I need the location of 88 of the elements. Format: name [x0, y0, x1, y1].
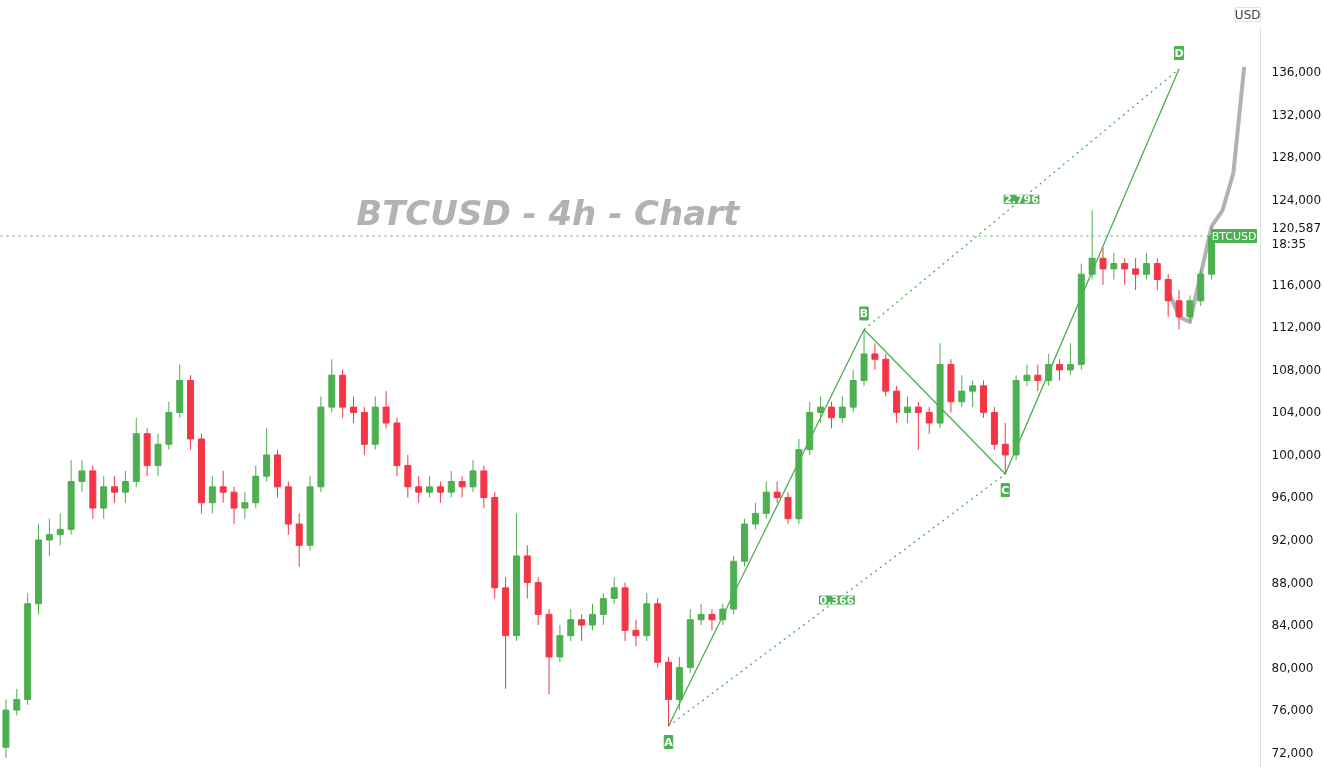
y-tick-label: 112,000	[1271, 320, 1322, 335]
candlestick	[567, 608, 575, 642]
candlestick	[382, 390, 390, 429]
y-tick-label: 116,000	[1271, 277, 1322, 292]
candlestick	[914, 401, 922, 451]
candlestick	[219, 470, 227, 504]
candlestick	[121, 470, 129, 504]
annotation: 0.366	[819, 594, 855, 608]
candlestick	[241, 491, 249, 520]
candlestick	[56, 512, 64, 546]
y-tick-label: 92,000	[1271, 532, 1314, 547]
annotation: A	[664, 735, 674, 749]
candlestick	[893, 385, 901, 424]
candlestick	[1023, 364, 1031, 387]
candlestick	[784, 491, 792, 525]
candlestick	[632, 619, 640, 647]
y-tick-label: 96,000	[1271, 490, 1314, 505]
annotation: 2.796	[1004, 193, 1040, 207]
candlestick	[458, 475, 466, 498]
y-tick-label: 72,000	[1271, 745, 1314, 760]
candlestick	[263, 427, 271, 483]
candlestick	[426, 475, 434, 498]
candlestick	[78, 459, 86, 493]
candlestick	[415, 475, 423, 504]
y-tick-label: 104,000	[1271, 405, 1322, 420]
annotation: C	[1001, 483, 1010, 497]
candlestick	[1121, 257, 1129, 286]
candlestick	[578, 613, 586, 642]
candlestick	[13, 688, 21, 716]
candlestick	[610, 576, 618, 605]
candlestick	[773, 481, 781, 504]
candlestick	[1186, 294, 1194, 323]
candlestick	[1175, 289, 1183, 330]
text: BTCUSD - 4h - Chart	[356, 192, 741, 233]
candlestick	[958, 374, 966, 408]
candlestick	[100, 475, 108, 520]
candlestick	[871, 342, 879, 371]
candlestick	[556, 624, 564, 663]
candlestick	[708, 608, 716, 631]
y-tick-label: 84,000	[1271, 618, 1314, 633]
candlestick	[1001, 422, 1009, 475]
candlestick	[599, 592, 607, 626]
candlestick	[904, 395, 911, 424]
y-tick-label: 124,000	[1271, 192, 1322, 207]
candlestick	[1099, 247, 1107, 286]
candlestick	[838, 395, 846, 424]
y-tick-label: 128,000	[1271, 150, 1322, 165]
y-tick-label: 108,000	[1271, 362, 1322, 377]
candlestick	[1153, 257, 1161, 291]
candlestick	[350, 395, 357, 424]
candlestick	[827, 401, 835, 429]
candlestick	[1164, 273, 1172, 318]
candlestick	[447, 470, 455, 498]
y-tick-label: 100,000	[1271, 447, 1322, 462]
candlestick	[436, 481, 444, 504]
candlestick	[589, 603, 596, 631]
candlestick	[1142, 252, 1150, 281]
candlestick	[751, 502, 759, 530]
candlestick	[208, 475, 216, 514]
annotation: B	[859, 306, 869, 320]
annotation: D	[1174, 46, 1184, 60]
y-tick-label: 120,587 18:35	[1271, 220, 1322, 252]
candlestick	[1045, 353, 1053, 387]
y-tick-label: 76,000	[1271, 703, 1314, 718]
y-tick-label: 136,000	[1271, 65, 1322, 80]
candlestick	[1110, 252, 1118, 281]
candlestick	[404, 454, 412, 498]
candlestick	[45, 518, 53, 557]
ref-line-label: BTCUSD	[1211, 229, 1257, 243]
candlestick	[111, 475, 119, 504]
candlestick	[719, 603, 727, 626]
candlestick	[1132, 257, 1140, 291]
candlestick	[154, 433, 162, 477]
candlestick	[230, 486, 238, 525]
candlestick	[1056, 358, 1064, 382]
candlestick	[1066, 342, 1074, 376]
text: USD	[1234, 7, 1261, 22]
candlestick	[469, 459, 477, 493]
candlestick	[925, 406, 933, 435]
y-tick-label: 88,000	[1271, 575, 1314, 590]
candlestick	[969, 380, 977, 408]
candlestick	[295, 512, 303, 568]
y-tick-label: 80,000	[1271, 660, 1314, 675]
candlestick	[1034, 364, 1042, 392]
candlestick	[697, 603, 705, 626]
candlestick	[817, 395, 825, 424]
y-tick-label: 132,000	[1271, 107, 1322, 122]
candlestick	[762, 481, 770, 520]
